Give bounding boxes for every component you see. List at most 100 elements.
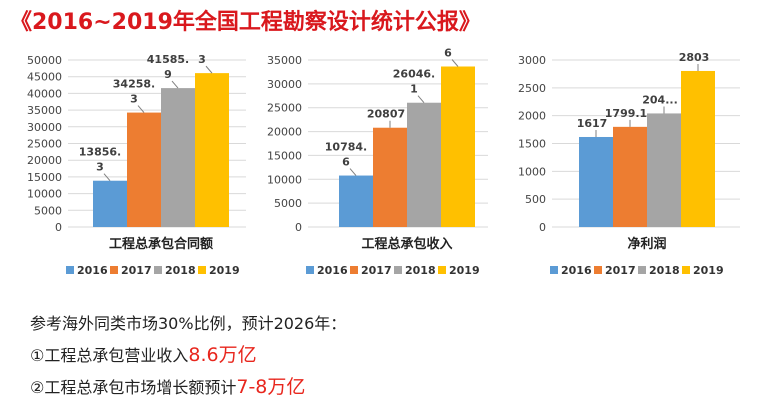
bar-2019 — [441, 66, 475, 227]
x-axis-label: 净利润 — [627, 236, 666, 252]
note-line-2-text: ①工程总承包营业收入 — [30, 346, 189, 365]
data-label: 20807 — [367, 108, 405, 121]
leader-line — [417, 95, 425, 104]
leader-line — [451, 59, 459, 67]
data-label: 13856. — [79, 146, 121, 159]
legend-label-2016: 2016 — [77, 264, 108, 277]
legend-label-2019: 2019 — [449, 264, 480, 277]
legend-label-2018: 2018 — [649, 264, 680, 277]
data-label: 3 — [198, 53, 206, 66]
y-tick-label: 45000 — [27, 71, 62, 84]
chart-net-profit: 0 500 1000 1500 2000 2500 3000 1617 1799.1 204...… — [500, 48, 750, 288]
legend-label-2017: 2017 — [121, 264, 152, 277]
x-axis-label: 工程总承包合同额 — [109, 236, 213, 252]
legend-swatch-2016 — [550, 266, 558, 274]
legend-label-2016: 2016 — [317, 264, 348, 277]
legend-label-2019: 2019 — [693, 264, 724, 277]
y-tick-label: 20000 — [27, 154, 62, 167]
data-label: 3 — [96, 161, 104, 174]
y-tick-label: 1000 — [518, 165, 546, 178]
data-label: 34258. — [113, 78, 155, 91]
legend-swatch-2019 — [682, 266, 690, 274]
data-label: 41585. — [147, 53, 189, 66]
data-label: 26046. — [393, 68, 435, 81]
data-label: 1799.1 — [605, 107, 647, 120]
y-tick-label: 15000 — [27, 171, 62, 184]
data-label: 46071. — [181, 48, 223, 51]
y-tick-label: 35000 — [27, 104, 62, 117]
note-line-3-value: 7-8万亿 — [236, 376, 306, 398]
legend-label-2017: 2017 — [361, 264, 392, 277]
bar-2016 — [339, 175, 373, 227]
chart-revenue-svg: 0 5000 10000 15000 20000 25000 30000 35000 10784… — [267, 48, 488, 277]
bar-2019 — [681, 70, 715, 227]
y-tick-label: 15000 — [267, 149, 302, 162]
chart-net-profit-svg: 0 500 1000 1500 2000 2500 3000 16171799.1204...… — [518, 51, 740, 277]
legend-swatch-2017 — [350, 266, 358, 274]
legend-label-2016: 2016 — [561, 264, 592, 277]
legend-label-2018: 2018 — [165, 264, 196, 277]
note-line-2: ①工程总承包营业收入8.6万亿 — [30, 340, 257, 367]
y-tick-label: 5000 — [274, 197, 302, 210]
legend-swatch-2019 — [438, 266, 446, 274]
bar-2018 — [647, 113, 681, 227]
legend-label-2018: 2018 — [405, 264, 436, 277]
bar-2018 — [161, 88, 195, 227]
legend-swatch-2017 — [110, 266, 118, 274]
y-tick-label: 50000 — [27, 54, 62, 67]
y-tick-label: 5000 — [34, 204, 62, 217]
y-tick-label: 30000 — [267, 78, 302, 91]
y-tick-label: 25000 — [27, 138, 62, 151]
y-tick-label: 1500 — [518, 138, 546, 151]
y-tick-label: 40000 — [27, 87, 62, 100]
chart-contract-amount-svg: 0 5000 10000 15000 20000 25000 30000 35000 40000… — [27, 48, 246, 277]
leader-line — [103, 173, 111, 182]
data-label: 1617 — [577, 117, 608, 130]
note-line-1: 参考海外同类市场30%比例，预计2026年： — [30, 314, 347, 333]
y-tick-label: 10000 — [27, 188, 62, 201]
y-tick-label: 2500 — [518, 82, 546, 95]
y-tick-label: 0 — [539, 221, 546, 234]
data-label: 204... — [642, 93, 678, 106]
bar-2016 — [93, 180, 127, 227]
legend-swatch-2017 — [594, 266, 602, 274]
y-tick-label: 0 — [55, 221, 62, 234]
note-line-2-value: 8.6万亿 — [188, 344, 257, 366]
legend-swatch-2019 — [198, 266, 206, 274]
y-tick-label: 0 — [295, 221, 302, 234]
bar-2017 — [127, 112, 161, 227]
legend-swatch-2018 — [394, 266, 402, 274]
legend-swatch-2016 — [306, 266, 314, 274]
data-label: 6 — [444, 48, 452, 59]
x-axis-label: 工程总承包收入 — [361, 236, 452, 252]
bar-2019 — [195, 73, 229, 227]
legend-swatch-2018 — [638, 266, 646, 274]
y-tick-label: 30000 — [27, 121, 62, 134]
y-tick-label: 3000 — [518, 54, 546, 67]
chart-contract-amount: 0 5000 10000 15000 20000 25000 30000 35000 40000… — [0, 48, 250, 288]
data-label: 3 — [130, 93, 138, 106]
y-tick-label: 25000 — [267, 102, 302, 115]
leader-line — [205, 65, 213, 74]
legend-label-2017: 2017 — [605, 264, 636, 277]
chart-revenue: 0 5000 10000 15000 20000 25000 30000 35000 10784… — [250, 48, 500, 288]
leader-line — [349, 168, 357, 176]
note-line-3-text: ②工程总承包市场增长额预计 — [30, 378, 237, 397]
data-label: 10784. — [325, 141, 367, 154]
page-title: 《2016~2019年全国工程勘察设计统计公报》 — [10, 10, 481, 35]
y-tick-label: 35000 — [267, 54, 302, 67]
data-label: 6 — [342, 156, 350, 169]
bar-2016 — [579, 136, 613, 227]
data-label: 2803 — [679, 51, 710, 64]
bar-2017 — [373, 127, 407, 227]
leader-line — [137, 105, 145, 113]
y-tick-label: 2000 — [518, 110, 546, 123]
note-line-3: ②工程总承包市场增长额预计7-8万亿 — [30, 372, 305, 399]
data-label: 1 — [410, 83, 418, 96]
legend-swatch-2016 — [66, 266, 74, 274]
legend-swatch-2018 — [154, 266, 162, 274]
bar-2017 — [613, 126, 647, 227]
y-tick-label: 10000 — [267, 173, 302, 186]
leader-line — [171, 80, 179, 89]
y-tick-label: 20000 — [267, 126, 302, 139]
